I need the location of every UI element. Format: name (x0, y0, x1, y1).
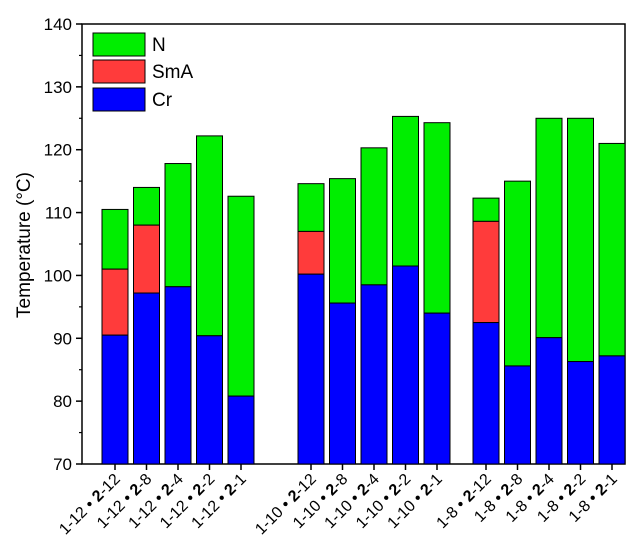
y-tick-label: 120 (44, 141, 72, 160)
bar-segment-n (133, 186, 160, 226)
y-tick-label: 100 (44, 266, 72, 285)
bar-segment-cr (472, 322, 500, 465)
y-tick-label: 90 (53, 329, 72, 348)
bar-segment-cr (535, 337, 563, 465)
bar-segment-cr (567, 361, 594, 465)
bar-segment-cr (329, 302, 356, 465)
bar-segment-cr (227, 395, 255, 465)
x-axis: 1-12 • 2-121-12 • 2-81-12 • 2-41-12 • 2-… (56, 464, 621, 538)
y-tick-label: 140 (44, 15, 72, 34)
y-tick-label: 70 (53, 455, 72, 474)
y-axis-title: Temperature (°C) (14, 172, 35, 318)
bar-segment-cr (504, 365, 531, 465)
bar-segment-n (598, 142, 626, 357)
bar-segment-cr (598, 355, 626, 465)
bar-segment-n (297, 183, 325, 232)
y-axis: 70 80 90 100 110 120 130 140 (44, 15, 82, 474)
legend-swatch-sma (92, 59, 146, 84)
legend-swatch-cr (92, 87, 146, 112)
legend-label-cr: Cr (152, 90, 173, 111)
bar-segment-sma (472, 220, 500, 324)
bar-segment-n (227, 195, 255, 397)
bar-segment-cr (360, 284, 388, 465)
bar-segment-n (392, 115, 419, 267)
bars-layer (101, 115, 626, 465)
bar-segment-n (196, 135, 223, 337)
bar-segment-n (360, 147, 388, 286)
bar-segment-n (535, 117, 563, 339)
y-tick-label: 80 (53, 392, 72, 411)
bar-segment-cr (133, 292, 160, 465)
y-tick-label: 110 (45, 204, 72, 223)
bar-segment-sma (101, 268, 129, 336)
bar-segment-cr (196, 335, 223, 465)
legend: N SmA Cr (92, 32, 194, 112)
bar-segment-cr (423, 312, 451, 465)
legend-swatch-n (92, 32, 146, 57)
bar-segment-n (101, 208, 129, 270)
bar-segment-cr (297, 273, 325, 465)
bar-segment-n (504, 180, 531, 367)
legend-label-sma: SmA (152, 62, 194, 83)
bar-segment-n (472, 197, 500, 222)
bar-segment-n (164, 163, 192, 288)
bar-segment-n (423, 122, 451, 314)
bar-segment-cr (101, 334, 129, 465)
legend-label-n: N (152, 35, 166, 56)
bar-segment-n (329, 178, 356, 304)
y-tick-label: 130 (44, 78, 72, 97)
bar-segment-cr (164, 286, 192, 465)
bar-segment-n (567, 117, 594, 363)
bar-segment-sma (133, 224, 160, 294)
bar-segment-cr (392, 265, 419, 465)
bar-segment-sma (297, 230, 325, 275)
